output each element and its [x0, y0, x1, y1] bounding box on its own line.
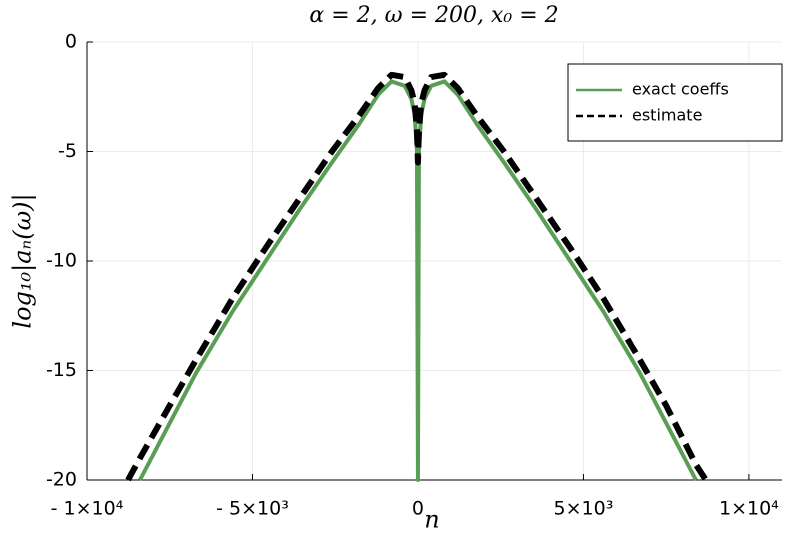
y-tick-label: -20: [46, 469, 77, 491]
y-tick-label: -5: [58, 140, 77, 162]
x-axis-label: n: [424, 506, 439, 534]
y-axis-label: log₁₀|aₙ(ω)|: [9, 193, 38, 328]
x-tick-label: 1×10⁴: [719, 498, 779, 520]
x-tick-label: - 1×10⁴: [51, 498, 124, 520]
legend-label: exact coeffs: [632, 80, 729, 99]
legend-box: [567, 63, 783, 142]
series-line: [138, 79, 698, 482]
legend-label: estimate: [632, 106, 702, 125]
x-tick-label: 5×10³: [554, 498, 614, 520]
y-tick-label: -10: [46, 250, 77, 272]
y-tick-label: -15: [46, 359, 77, 381]
chart-title: α = 2, ω = 200, x₀ = 2: [309, 3, 558, 28]
x-tick-label: - 5×10³: [216, 498, 289, 520]
series-line: [125, 71, 709, 482]
x-tick-label: 0: [412, 498, 424, 520]
y-tick-label: 0: [65, 31, 77, 53]
